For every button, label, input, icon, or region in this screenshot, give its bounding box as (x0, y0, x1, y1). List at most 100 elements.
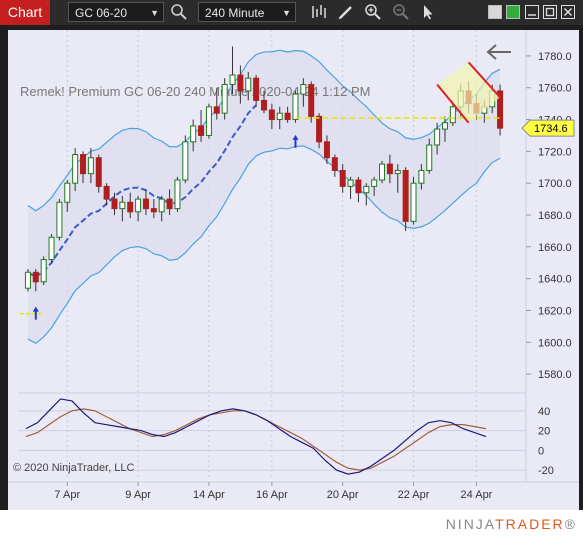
candle-body (323, 141, 330, 159)
search-icon[interactable] (170, 3, 188, 21)
price-tick-label: 1660.0 (538, 242, 572, 254)
candle-body (72, 154, 79, 184)
minimize-icon[interactable] (525, 5, 539, 19)
candle-body (229, 74, 236, 86)
current-price-label: 1734.6 (534, 123, 568, 135)
date-tick-label: 22 Apr (398, 489, 430, 501)
date-axis: 7 Apr 9 Apr 14 Apr 16 Apr 20 Apr 22 Apr 24 Apr (54, 482, 493, 501)
candle-body (276, 112, 283, 121)
candle-body (135, 198, 142, 213)
candle-body (119, 201, 126, 210)
date-tick-label: 16 Apr (256, 489, 288, 501)
footer-bar: NINJATRADER® (0, 510, 583, 536)
price-tick-label: 1640.0 (538, 274, 572, 286)
price-tick-label: 1700.0 (538, 178, 572, 190)
drawing-objects (19, 61, 501, 320)
current-price-badge (521, 119, 575, 137)
candle-body (292, 93, 299, 121)
candle-body (150, 208, 157, 213)
candle-body (371, 179, 378, 187)
chevron-down-icon: ▼ (282, 8, 291, 18)
oscillator-lines (25, 398, 487, 475)
buy-signal-arrowhead-icon (32, 306, 39, 312)
candle-body (205, 106, 212, 136)
date-tick-label: 9 Apr (125, 489, 151, 501)
upper-band-line (27, 49, 501, 212)
close-icon[interactable] (561, 5, 575, 19)
channel-line-upper (467, 61, 501, 98)
candle-body (402, 169, 409, 222)
candle-body (441, 122, 448, 130)
candle-body (316, 115, 323, 143)
zoom-in-icon[interactable] (364, 3, 382, 21)
candle-body (56, 201, 63, 238)
bar-chart-icon[interactable] (310, 3, 328, 21)
candle-body (449, 106, 456, 124)
candle-body (48, 236, 55, 261)
instrument-value: GC 06-20 (75, 6, 128, 20)
date-tick-label: 20 Apr (327, 489, 359, 501)
interval-value: 240 Minute (205, 6, 265, 20)
price-chart[interactable]: Remek! Premium GC 06-20 240 Minute 2020-… (8, 30, 579, 510)
window-green-icon[interactable] (506, 5, 520, 19)
candle-body (221, 84, 228, 114)
candle-body (418, 169, 425, 184)
chart-header-label: Remek! Premium GC 06-20 240 Minute 2020-… (20, 84, 370, 99)
channel-box (437, 62, 501, 123)
candle-body (24, 271, 31, 289)
draw-pencil-icon[interactable] (337, 3, 355, 21)
back-arrow-icon[interactable] (486, 44, 511, 60)
candle-body (40, 259, 47, 283)
candle-body (363, 185, 370, 194)
envelope-bands (27, 49, 501, 345)
candle-body (95, 157, 102, 187)
osc-tick-label: 20 (538, 426, 550, 438)
candle-body (410, 182, 417, 222)
candle-body (237, 74, 244, 92)
candle-body (268, 109, 275, 121)
chart-tab[interactable]: Chart (0, 0, 50, 25)
osc-fast-line (25, 398, 487, 475)
osc-tick-label: -20 (538, 465, 554, 477)
candle-body (190, 125, 197, 143)
price-tick-label: 1620.0 (538, 305, 572, 317)
candle-body (426, 144, 433, 171)
candle-body (245, 77, 252, 92)
channel-line-lower (436, 83, 470, 124)
candle-body (347, 179, 354, 187)
instrument-selector[interactable]: GC 06-20 ▼ (68, 2, 164, 22)
ninjatrader-logo: NINJATRADER® (445, 516, 577, 532)
zoom-out-icon[interactable] (392, 3, 410, 21)
price-tick-label: 1720.0 (538, 146, 572, 158)
price-axis: 1780.01760.01740.01720.01700.01680.01660… (521, 51, 575, 381)
candle-body (434, 128, 441, 146)
interval-selector[interactable]: 240 Minute ▼ (198, 2, 296, 22)
date-tick-label: 7 Apr (54, 489, 80, 501)
candle-body (253, 77, 260, 101)
candle-body (331, 157, 338, 171)
price-tick-label: 1760.0 (538, 83, 572, 95)
candle-body (111, 198, 118, 210)
candle-body (174, 179, 181, 210)
candle-body (355, 179, 362, 194)
cursor-arrow-icon[interactable] (420, 3, 438, 21)
candle-body (284, 112, 291, 121)
candle-body (32, 271, 39, 283)
candle-body (142, 198, 149, 210)
candle-body (80, 154, 87, 175)
candle-body (103, 185, 110, 200)
date-tick-label: 24 Apr (461, 489, 493, 501)
candle-body (394, 169, 401, 175)
copyright-label: © 2020 NinjaTrader, LLC (13, 462, 134, 474)
price-tick-label: 1780.0 (538, 51, 572, 63)
maximize-icon[interactable] (543, 5, 557, 19)
candle-body (198, 125, 205, 136)
candle-body (386, 163, 393, 175)
candle-body (213, 106, 220, 114)
candle-body (87, 157, 94, 175)
window-gray-icon[interactable] (488, 5, 502, 19)
osc-tick-label: 0 (538, 445, 544, 457)
buy-signal-arrowhead-icon (292, 134, 299, 140)
moving-average-line (27, 104, 257, 279)
candle-body (182, 141, 189, 181)
